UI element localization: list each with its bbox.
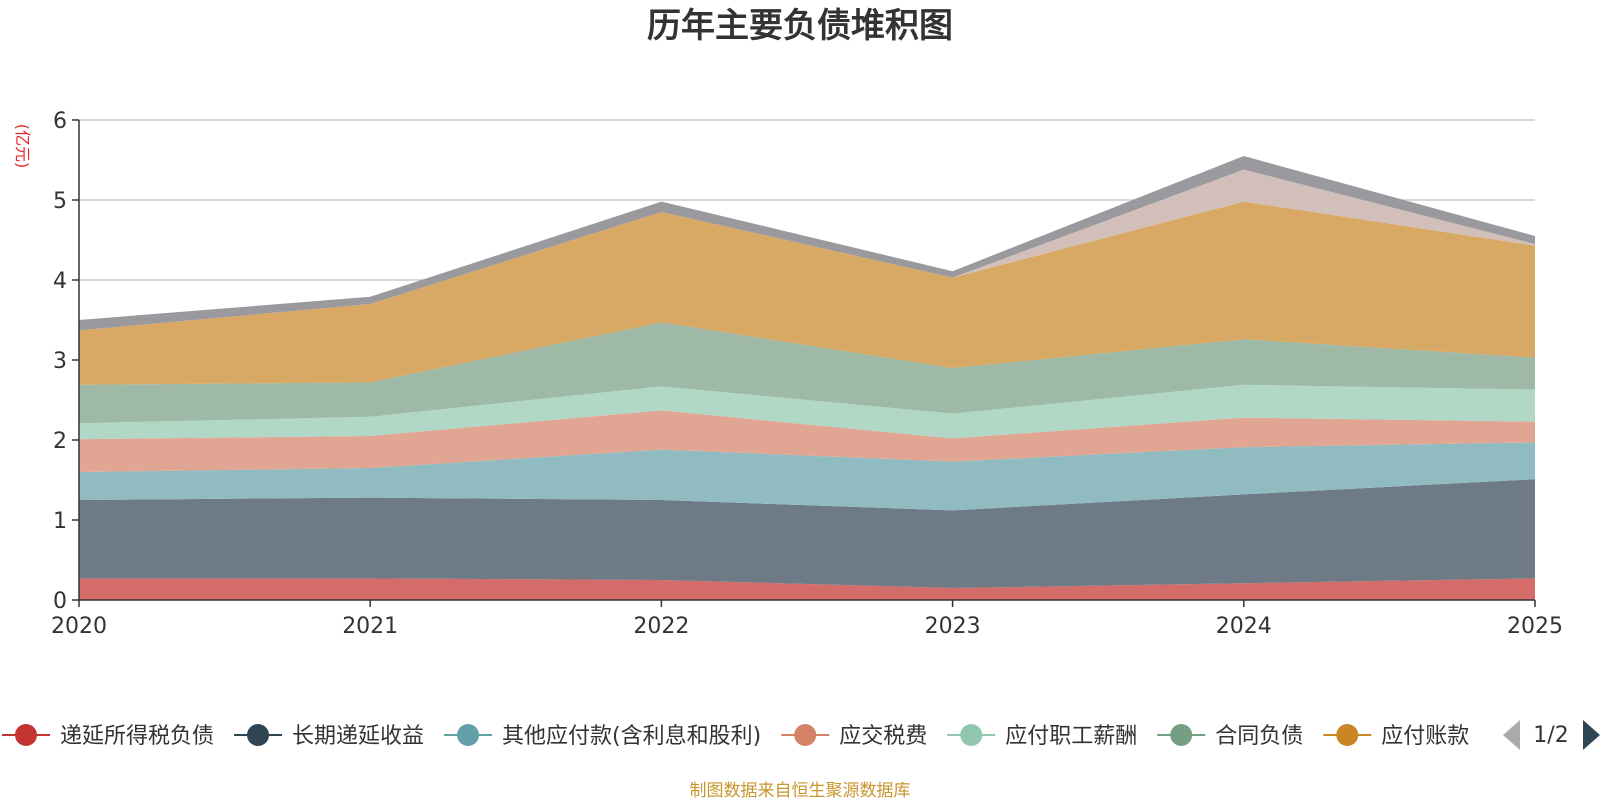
legend-item[interactable]: 应付账款: [1323, 724, 1469, 749]
legend-label: 应付职工薪酬: [1005, 724, 1137, 749]
chart-title: 历年主要负债堆积图: [647, 6, 953, 46]
x-tick-label: 2021: [342, 614, 398, 639]
area-series: [79, 169, 1535, 331]
y-axis-unit: (亿元): [13, 124, 32, 169]
x-tick-label: 2020: [51, 614, 107, 639]
legend-item[interactable]: 应付职工薪酬: [947, 724, 1137, 749]
legend-marker-icon: [794, 724, 817, 746]
legend-label: 应付账款: [1381, 724, 1469, 749]
x-tick-label: 2024: [1216, 614, 1272, 639]
legend-marker-icon: [1170, 724, 1193, 746]
legend-marker-icon: [457, 724, 480, 746]
x-tick-label: 2025: [1507, 614, 1563, 639]
x-tick-label: 2022: [633, 614, 689, 639]
x-tick-label: 2023: [925, 614, 981, 639]
y-tick-label: 5: [53, 189, 67, 214]
pager-text: 1/2: [1533, 723, 1568, 748]
legend-label: 合同负债: [1215, 724, 1303, 749]
legend-item[interactable]: 递延所得税负债: [2, 724, 214, 749]
legend-label: 其他应付款(含利息和股利): [502, 724, 761, 749]
y-tick-label: 3: [53, 349, 67, 374]
area-series: [79, 410, 1535, 472]
y-tick-label: 4: [53, 269, 67, 294]
legend-pager: 1/2: [1503, 720, 1600, 750]
legend-marker-icon: [960, 724, 983, 746]
area-series: [79, 442, 1535, 511]
legend-marker-icon: [247, 724, 270, 746]
area-series: [79, 479, 1535, 588]
area-series: [79, 201, 1535, 385]
legend-label: 长期递延收益: [292, 724, 424, 749]
pager-next-icon[interactable]: [1583, 720, 1600, 750]
legend: 递延所得税负债 长期递延收益 其他应付款(含利息和股利) 应交税费 应付职工薪酬 合同负债…: [2, 724, 1469, 749]
y-axis-ticks: 0 1 2 3 4 5 6: [53, 109, 79, 614]
legend-marker-icon: [1336, 724, 1359, 746]
y-tick-label: 6: [53, 109, 67, 134]
legend-item[interactable]: 其他应付款(含利息和股利): [444, 724, 761, 749]
pager-prev-icon[interactable]: [1503, 720, 1520, 750]
legend-item[interactable]: 应交税费: [781, 724, 927, 749]
area-series: [79, 322, 1535, 424]
legend-item[interactable]: 长期递延收益: [234, 724, 424, 749]
y-tick-label: 1: [53, 509, 67, 534]
area-series: [79, 578, 1535, 600]
stacked-areas: [79, 156, 1535, 600]
legend-label: 应交税费: [839, 724, 927, 749]
area-series: [79, 384, 1535, 440]
x-axis-ticks: 2020 2021 2022 2023 2024 2025: [51, 600, 1563, 639]
area-series: [79, 156, 1535, 331]
y-tick-label: 0: [53, 589, 67, 614]
legend-label: 递延所得税负债: [60, 724, 214, 749]
y-tick-label: 2: [53, 429, 67, 454]
legend-item[interactable]: 合同负债: [1157, 724, 1303, 749]
source-note: 制图数据来自恒生聚源数据库: [690, 781, 911, 800]
legend-marker-icon: [15, 724, 37, 746]
